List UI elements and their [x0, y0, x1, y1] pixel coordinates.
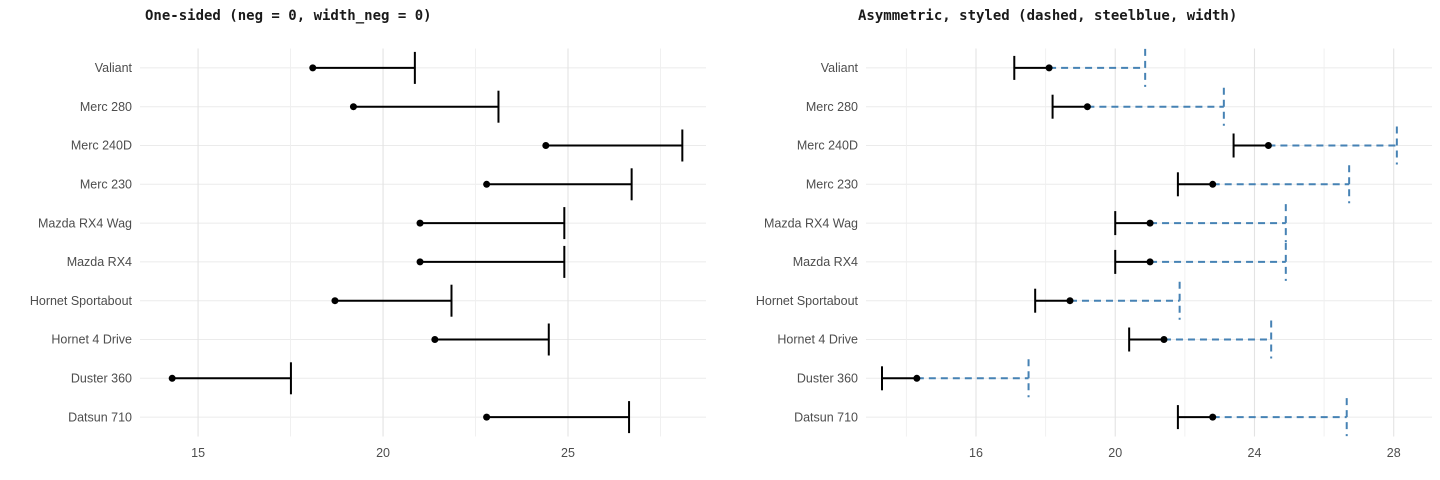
data-point [1083, 103, 1091, 111]
x-tick-label: 16 [969, 446, 983, 460]
data-point [1146, 258, 1154, 266]
category-label: Valiant [821, 61, 859, 75]
x-tick-label: 28 [1387, 446, 1401, 460]
category-label: Hornet Sportabout [756, 294, 859, 308]
category-label: Hornet Sportabout [30, 294, 133, 308]
data-point [1160, 336, 1168, 343]
data-point [913, 374, 921, 382]
category-label: Mazda RX4 Wag [38, 216, 132, 230]
data-point [1066, 297, 1074, 305]
category-label: Mazda RX4 [793, 255, 858, 269]
panel-canvas-one-sided: 15 20 25 Valiant Merc 280 Merc 240D Merc 230 Ma… [30, 48, 706, 460]
category-label: Merc 230 [80, 178, 132, 192]
panel-one-sided: One-sided (neg = 0, width_neg = 0) 15 20 2… [30, 8, 706, 460]
data-point [1209, 180, 1217, 188]
data-point [349, 103, 357, 111]
category-label: Datsun 710 [794, 410, 858, 424]
category-label: Mazda RX4 Wag [764, 216, 858, 230]
x-tick-label: 25 [561, 446, 575, 460]
data-point [416, 258, 424, 266]
category-label: Merc 240D [797, 139, 858, 153]
category-label: Datsun 710 [68, 410, 132, 424]
data-point [1209, 413, 1217, 421]
category-label: Valiant [95, 61, 133, 75]
category-label: Mazda RX4 [67, 255, 132, 269]
category-label: Hornet 4 Drive [777, 333, 858, 347]
panel-title-one-sided: One-sided (neg = 0, width_neg = 0) [145, 8, 432, 24]
data-point [1045, 64, 1053, 72]
x-tick-label: 24 [1248, 446, 1262, 460]
data-point [1264, 142, 1272, 149]
category-label: Duster 360 [797, 372, 858, 386]
data-point [483, 413, 491, 421]
data-point [483, 180, 491, 188]
data-point [331, 297, 339, 305]
category-label: Merc 240D [71, 139, 132, 153]
panel-canvas-asymmetric: 16 20 24 28 Valiant Merc 280 Merc 240D Merc 230… [756, 48, 1432, 460]
category-label: Merc 280 [80, 100, 132, 114]
panel-asymmetric: Asymmetric, styled (dashed, steelblue, w… [720, 0, 1440, 480]
data-point [431, 336, 439, 343]
data-point [416, 219, 424, 227]
x-tick-label: 15 [191, 446, 205, 460]
x-tick-label: 20 [376, 446, 390, 460]
data-point [168, 374, 176, 382]
category-label: Merc 230 [806, 178, 858, 192]
category-label: Merc 280 [806, 100, 858, 114]
category-label: Hornet 4 Drive [51, 333, 132, 347]
data-point [1146, 219, 1154, 227]
data-point [309, 64, 317, 72]
data-point [542, 142, 550, 149]
x-tick-label: 20 [1108, 446, 1122, 460]
category-label: Duster 360 [71, 372, 132, 386]
panel-title-asymmetric: Asymmetric, styled (dashed, steelblue, w… [858, 8, 1238, 24]
